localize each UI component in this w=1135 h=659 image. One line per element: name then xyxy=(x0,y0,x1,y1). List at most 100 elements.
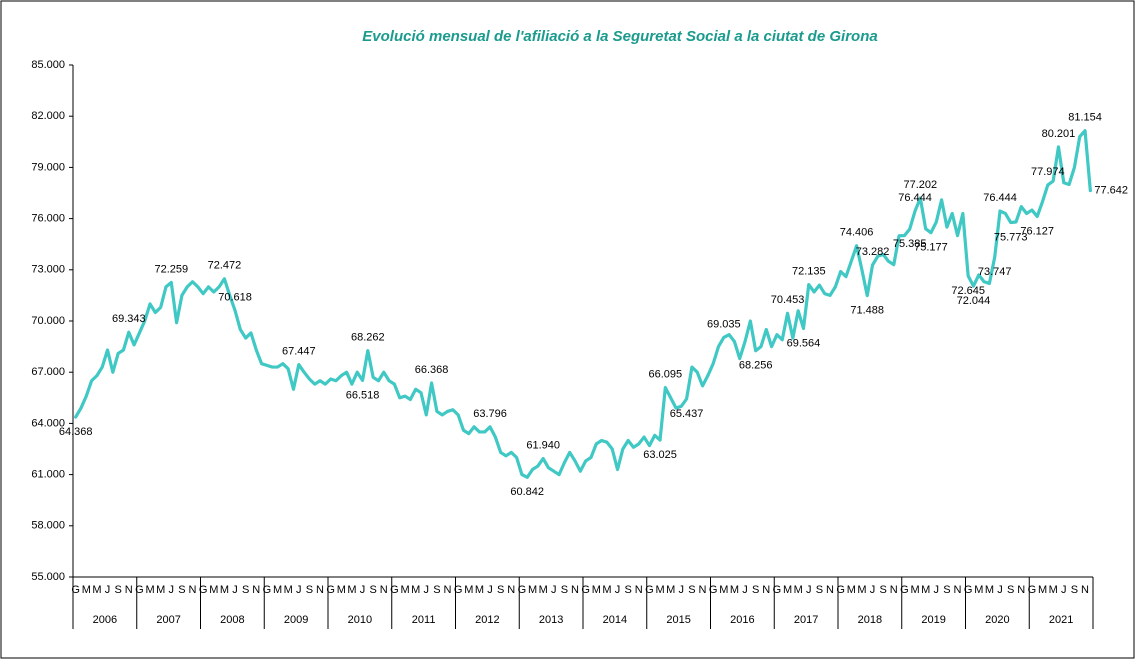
x-tick-label: J xyxy=(806,584,812,596)
data-label: 72.472 xyxy=(208,260,242,272)
data-label: 75.385 xyxy=(893,238,927,250)
series-line xyxy=(74,129,1092,479)
x-tick-label: M xyxy=(156,584,165,596)
x-tick-label: N xyxy=(316,584,324,596)
year-label: 2019 xyxy=(921,614,945,626)
x-tick-label: G xyxy=(263,584,272,596)
year-label: 2012 xyxy=(475,614,499,626)
x-tick-label: J xyxy=(424,584,430,596)
x-tick-label: N xyxy=(507,584,515,596)
y-tick-label: 82.000 xyxy=(31,110,65,122)
x-tick-label: N xyxy=(125,584,133,596)
x-tick-label: J xyxy=(169,584,175,596)
y-tick-label: 79.000 xyxy=(31,161,65,173)
data-label: 76.444 xyxy=(898,192,932,204)
data-label: 66.518 xyxy=(346,389,380,401)
year-label: 2006 xyxy=(93,614,117,626)
data-label: 66.095 xyxy=(649,369,683,381)
year-label: 2010 xyxy=(348,614,372,626)
x-tick-label: J xyxy=(934,584,940,596)
x-tick-label: M xyxy=(921,584,930,596)
x-tick-label: S xyxy=(114,584,121,596)
x-tick-label: S xyxy=(178,584,185,596)
x-tick-label: M xyxy=(730,584,739,596)
data-label: 80.201 xyxy=(1042,128,1076,140)
x-tick-label: S xyxy=(497,584,504,596)
x-tick-label: M xyxy=(145,584,154,596)
x-tick-label: G xyxy=(199,584,208,596)
year-label: 2015 xyxy=(666,614,690,626)
y-tick-label: 58.000 xyxy=(31,520,65,532)
data-label: 66.368 xyxy=(415,364,449,376)
x-tick-label: G xyxy=(773,584,782,596)
x-tick-label: S xyxy=(306,584,313,596)
x-tick-label: N xyxy=(954,584,962,596)
x-tick-label: M xyxy=(539,584,548,596)
data-label: 68.256 xyxy=(739,360,773,372)
year-label: 2009 xyxy=(284,614,308,626)
x-tick-label: G xyxy=(326,584,335,596)
year-label: 2016 xyxy=(730,614,754,626)
x-tick-label: G xyxy=(900,584,909,596)
data-label: 69.035 xyxy=(707,318,741,330)
x-tick-label: M xyxy=(92,584,101,596)
data-label: 74.406 xyxy=(840,227,874,239)
x-tick-label: S xyxy=(624,584,631,596)
year-label: 2014 xyxy=(603,614,627,626)
x-tick-label: G xyxy=(518,584,527,596)
x-tick-label: G xyxy=(390,584,399,596)
data-label: 61.940 xyxy=(526,439,560,451)
x-tick-label: N xyxy=(380,584,388,596)
x-tick-label: S xyxy=(242,584,249,596)
x-tick-label: S xyxy=(1007,584,1014,596)
data-label: 68.262 xyxy=(351,332,385,344)
x-tick-label: J xyxy=(1061,584,1067,596)
x-tick-label: G xyxy=(135,584,144,596)
x-tick-label: S xyxy=(1071,584,1078,596)
x-tick-label: S xyxy=(816,584,823,596)
x-tick-label: J xyxy=(615,584,621,596)
data-label: 72.135 xyxy=(792,265,826,277)
year-label: 2008 xyxy=(220,614,244,626)
x-tick-label: N xyxy=(890,584,898,596)
data-label: 69.564 xyxy=(787,337,821,349)
x-tick-label: J xyxy=(105,584,111,596)
x-tick-label: N xyxy=(762,584,770,596)
y-tick-label: 64.000 xyxy=(31,417,65,429)
data-label: 67.447 xyxy=(282,345,316,357)
data-label: 72.645 xyxy=(951,285,985,297)
x-tick-label: M xyxy=(847,584,856,596)
x-tick-label: G xyxy=(964,584,973,596)
x-tick-label: M xyxy=(400,584,409,596)
x-tick-label: M xyxy=(1049,584,1058,596)
x-tick-label: S xyxy=(943,584,950,596)
data-label: 71.488 xyxy=(850,305,884,317)
x-tick-label: M xyxy=(783,584,792,596)
x-tick-label: M xyxy=(910,584,919,596)
data-label: 60.842 xyxy=(510,486,544,498)
data-label: 76.444 xyxy=(983,192,1017,204)
x-tick-label: J xyxy=(742,584,748,596)
x-tick-label: M xyxy=(666,584,675,596)
data-label: 72.259 xyxy=(154,263,188,275)
x-tick-label: J xyxy=(551,584,557,596)
x-tick-label: M xyxy=(719,584,728,596)
x-tick-label: M xyxy=(655,584,664,596)
data-label: 73.282 xyxy=(856,246,890,258)
data-label: 72.044 xyxy=(957,295,991,307)
x-tick-label: M xyxy=(974,584,983,596)
data-label: 81.154 xyxy=(1068,112,1102,124)
x-tick-label: J xyxy=(679,584,685,596)
x-tick-label: G xyxy=(454,584,463,596)
data-label: 77.202 xyxy=(904,179,938,191)
x-tick-label: J xyxy=(997,584,1003,596)
x-tick-label: J xyxy=(296,584,302,596)
data-label: 75.177 xyxy=(914,242,948,254)
chart-title: Evolució mensual de l'afiliació a la Seg… xyxy=(362,28,877,45)
x-tick-label: M xyxy=(209,584,218,596)
x-tick-label: M xyxy=(347,584,356,596)
year-label: 2017 xyxy=(794,614,818,626)
data-label: 63.025 xyxy=(643,449,677,461)
